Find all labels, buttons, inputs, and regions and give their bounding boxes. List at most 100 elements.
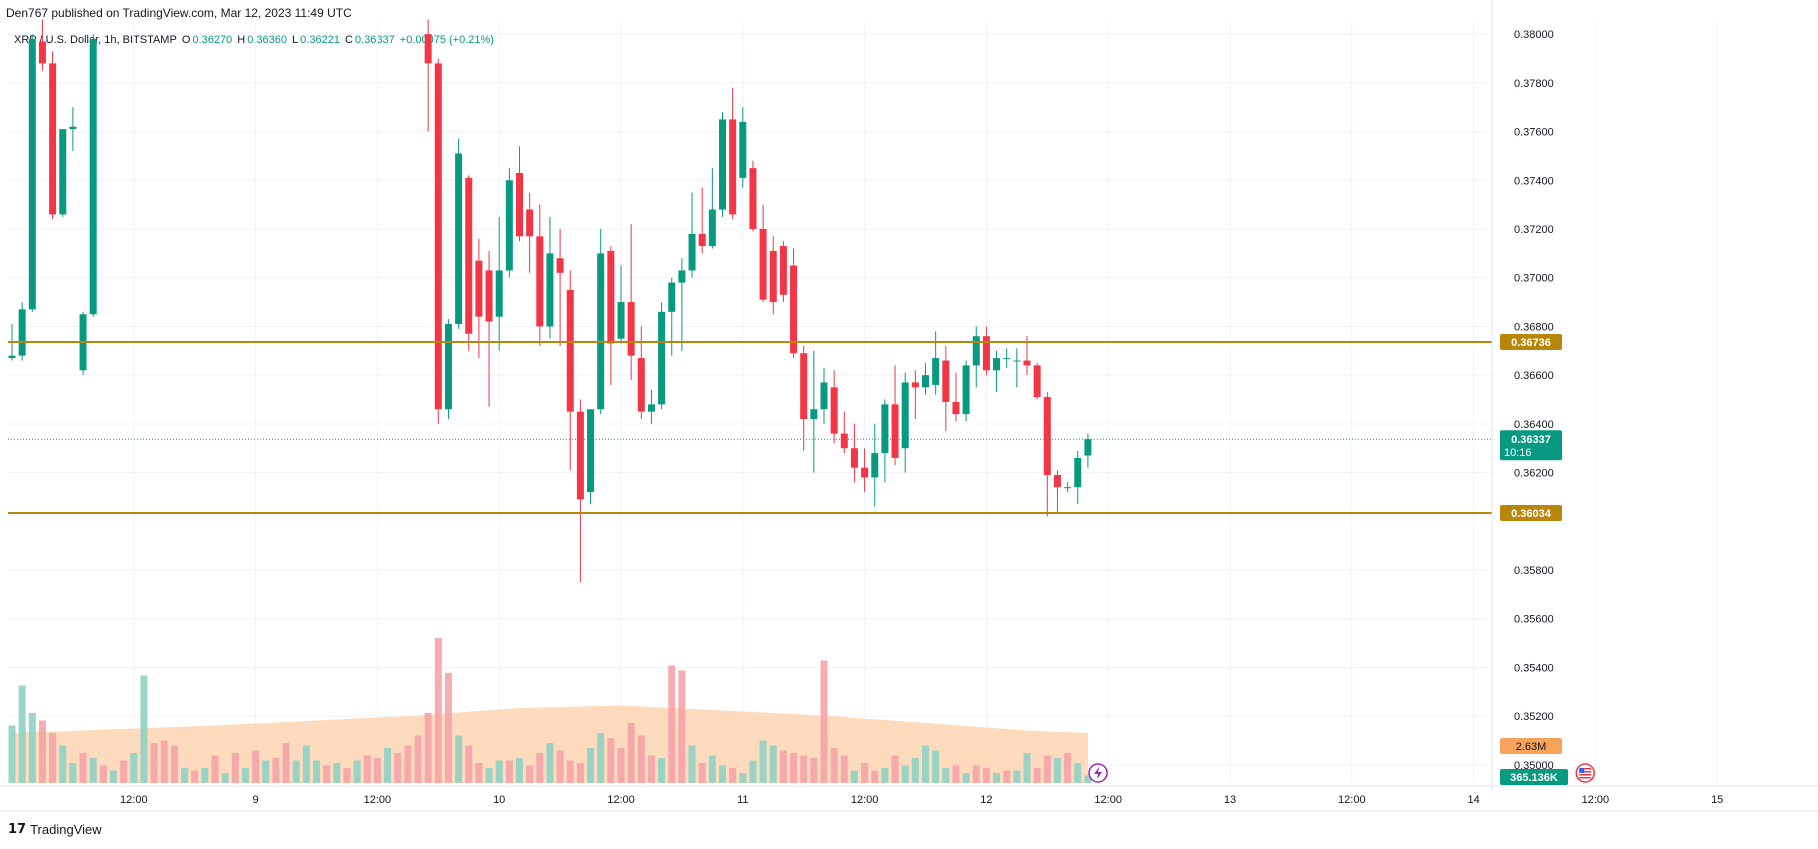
flag-stripe bbox=[1579, 768, 1592, 770]
x-tick-label: 14 bbox=[1467, 794, 1479, 806]
volume-bar bbox=[343, 768, 351, 783]
volume-bar bbox=[424, 713, 432, 783]
volume-last-tag bbox=[1500, 769, 1568, 785]
x-tick-label: 12:00 bbox=[1338, 794, 1366, 806]
volume-bar bbox=[485, 768, 493, 783]
candle-body bbox=[982, 336, 990, 371]
level-tag bbox=[1500, 334, 1562, 351]
volume-bar bbox=[749, 760, 757, 783]
countdown-label: 10:16 bbox=[1504, 447, 1532, 459]
candle-body bbox=[18, 309, 26, 356]
volume-bar bbox=[800, 755, 808, 783]
volume-bar bbox=[536, 753, 544, 783]
volume-bar bbox=[668, 665, 676, 783]
candle-body bbox=[647, 404, 655, 412]
legend-open-label: O bbox=[181, 34, 191, 46]
volume-bar bbox=[850, 770, 858, 783]
volume-bar bbox=[292, 760, 300, 783]
volume-bar bbox=[1053, 758, 1061, 783]
volume-bar bbox=[140, 675, 148, 783]
volume-bar bbox=[363, 755, 371, 783]
flag-stripe bbox=[1579, 777, 1592, 779]
volume-bar bbox=[840, 755, 848, 783]
candle-body bbox=[1084, 439, 1092, 456]
volume-bar bbox=[769, 745, 777, 783]
volume-bar bbox=[79, 753, 87, 783]
volume-bar bbox=[779, 750, 787, 783]
candle-body bbox=[739, 121, 747, 178]
candle-body bbox=[820, 382, 828, 410]
volume-bar bbox=[1033, 768, 1041, 783]
volume-bar bbox=[942, 768, 950, 783]
x-tick-label: 11 bbox=[737, 794, 748, 806]
lightning-event-icon[interactable] bbox=[1088, 763, 1108, 783]
candle-body bbox=[942, 360, 950, 402]
candle-body bbox=[444, 324, 452, 410]
volume-bar bbox=[333, 763, 341, 783]
volume-bar bbox=[556, 750, 564, 783]
x-tick-label: 12 bbox=[980, 794, 992, 806]
candle-body bbox=[566, 289, 574, 412]
candle-body bbox=[678, 270, 686, 283]
volume-bar bbox=[404, 745, 412, 783]
volume-bar bbox=[607, 738, 615, 783]
lightning-bolt bbox=[1094, 767, 1103, 779]
candle-body bbox=[993, 358, 1001, 371]
candle-body bbox=[922, 375, 929, 388]
volume-bar bbox=[830, 748, 838, 783]
volume-bar bbox=[891, 755, 899, 783]
x-tick-label: 12:00 bbox=[851, 794, 879, 806]
volume-bar bbox=[881, 768, 889, 783]
volume-bar bbox=[434, 638, 442, 783]
volume-bar bbox=[759, 740, 767, 783]
candle-body bbox=[607, 250, 615, 344]
volume-bar bbox=[861, 763, 869, 783]
volume-bar bbox=[566, 760, 574, 783]
candle-body bbox=[576, 411, 584, 500]
volume-bar bbox=[130, 753, 138, 783]
candle-body bbox=[729, 119, 737, 215]
volume-bar bbox=[28, 713, 36, 783]
candle-body bbox=[495, 270, 503, 317]
candle-body bbox=[719, 119, 726, 210]
candle-body bbox=[38, 41, 46, 64]
volume-bar bbox=[698, 763, 706, 783]
volume-bar bbox=[658, 758, 666, 783]
candle-body bbox=[800, 353, 808, 419]
volume-bar bbox=[231, 753, 239, 783]
candle-body bbox=[424, 34, 432, 64]
x-tick-label: 15 bbox=[1711, 794, 1723, 806]
volume-bar bbox=[587, 748, 595, 783]
candle-body bbox=[932, 358, 940, 385]
volume-bar bbox=[546, 743, 554, 783]
axes: 0.38000 0.37800 0.37600 0.37400 0.37200 0.370… bbox=[0, 0, 1818, 812]
x-tick-label: 12:00 bbox=[1582, 794, 1610, 806]
candle-body bbox=[597, 253, 605, 410]
volume-last-label: 365.136K bbox=[1510, 772, 1558, 784]
volume-bar bbox=[99, 765, 107, 783]
candle-body bbox=[526, 209, 534, 237]
y-tick-label: 0.36600 bbox=[1514, 370, 1554, 382]
volume-bar bbox=[221, 773, 229, 783]
event-icons[interactable] bbox=[1088, 763, 1818, 783]
volume-bar bbox=[262, 760, 270, 783]
candle-body bbox=[546, 253, 554, 327]
y-tick-label: 0.35400 bbox=[1514, 662, 1554, 674]
volume-bar bbox=[526, 765, 534, 783]
volume-bar bbox=[688, 745, 696, 783]
y-tick-label: 0.36400 bbox=[1514, 419, 1554, 431]
volume-bar bbox=[353, 760, 361, 783]
candle-body bbox=[861, 467, 869, 478]
tradingview-footer[interactable]: 17 TradingView bbox=[8, 822, 102, 837]
candle-body bbox=[516, 173, 523, 237]
volume-bar bbox=[505, 760, 513, 783]
candle-body bbox=[637, 358, 645, 412]
volume-bar bbox=[150, 743, 158, 783]
us-flag-event-icon[interactable] bbox=[1575, 763, 1595, 783]
candle-body bbox=[668, 282, 676, 312]
volume-bar bbox=[252, 750, 260, 783]
candle-body bbox=[708, 209, 716, 247]
candle-body bbox=[952, 401, 960, 415]
